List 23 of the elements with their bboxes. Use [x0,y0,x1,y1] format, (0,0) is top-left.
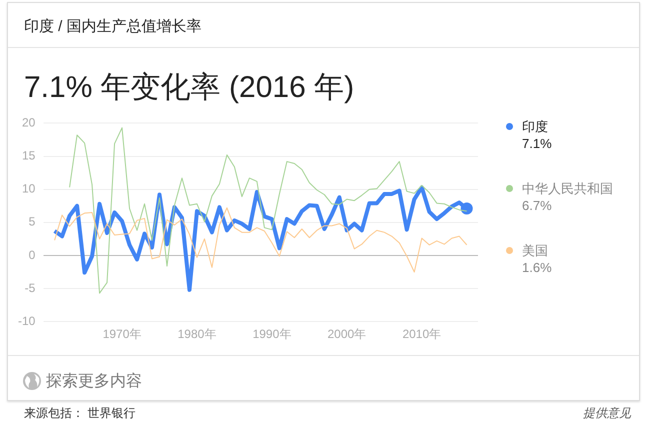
x-tick-label: 2010年 [402,327,442,342]
y-tick-label: -5 [24,280,36,295]
x-tick-label: 1970年 [102,327,142,342]
text: 1.6% [522,260,553,275]
text: 提供意见 [583,405,631,422]
y-tick-label: 10 [22,182,36,196]
y-tick-label: 5 [28,214,36,229]
chart-title: 7.1% 年变化率 (2016 年) [24,70,354,106]
text: 7.1% [522,136,553,151]
x-tick-label: 2000年 [328,327,366,342]
legend-label: 印度 [522,118,549,136]
x-tick-label: 1980年 [178,327,216,342]
x-tick-label: 1990年 [252,327,292,342]
text: 6.7% [522,198,553,213]
legend-label: 美国 [522,242,549,260]
text: 来源包括： 世界银行 [24,405,136,422]
text: 探索更多内容 [46,372,142,392]
chart-subtitle: 印度 / 国内生产总值增长率 [24,17,202,36]
y-tick-label: -10 [18,314,36,328]
y-tick-label: 15 [22,148,36,163]
legend-label: 中华人民共和国 [522,180,613,198]
y-tick-label: 20 [22,116,36,130]
y-tick-label: 0 [28,248,36,262]
